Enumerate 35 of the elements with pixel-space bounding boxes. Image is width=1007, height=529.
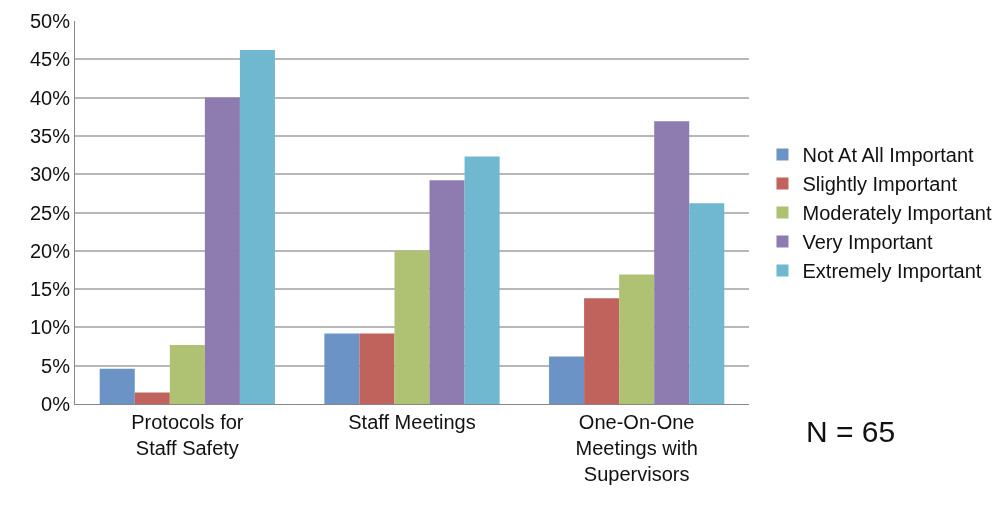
bar: [549, 356, 585, 404]
legend-label: Slightly Important: [802, 173, 958, 196]
y-tick-label: 30%: [29, 163, 71, 186]
bar: [429, 180, 465, 404]
legend-label: Not At All Important: [802, 144, 975, 167]
y-tick-label: 0%: [41, 393, 71, 415]
y-tick-label: 35%: [29, 124, 71, 147]
bar: [619, 274, 655, 404]
bar: [134, 392, 170, 404]
bar: [324, 333, 360, 404]
x-tick-label: One-On-One Meetings with Supervisors: [575, 411, 698, 485]
y-tick-label: 50%: [29, 10, 71, 32]
bar: [239, 50, 275, 404]
bar: [394, 250, 430, 404]
bar: [689, 203, 725, 404]
bar: [99, 368, 135, 404]
y-tick-label: 20%: [29, 239, 71, 262]
legend-label: Moderately Important: [802, 202, 992, 225]
legend-label: Very Important: [802, 231, 933, 254]
y-tick-label: 10%: [29, 316, 71, 339]
y-tick-label: 5%: [41, 354, 71, 377]
y-tick-label: 45%: [29, 48, 71, 71]
y-tick-label: 40%: [29, 86, 71, 109]
bar: [204, 97, 240, 404]
bar: [464, 156, 500, 404]
x-tick-label: Protocols for Staff Safety: [131, 411, 244, 459]
x-tick-label: Staff Meetings: [348, 411, 476, 433]
bar: [359, 333, 395, 404]
text: N = 65: [806, 415, 896, 448]
y-tick-label: 25%: [29, 201, 71, 224]
legend-label: Extremely Important: [802, 260, 982, 283]
bar: [169, 345, 205, 404]
bar: [654, 121, 690, 404]
y-tick-label: 15%: [29, 278, 71, 301]
bar: [584, 298, 620, 404]
